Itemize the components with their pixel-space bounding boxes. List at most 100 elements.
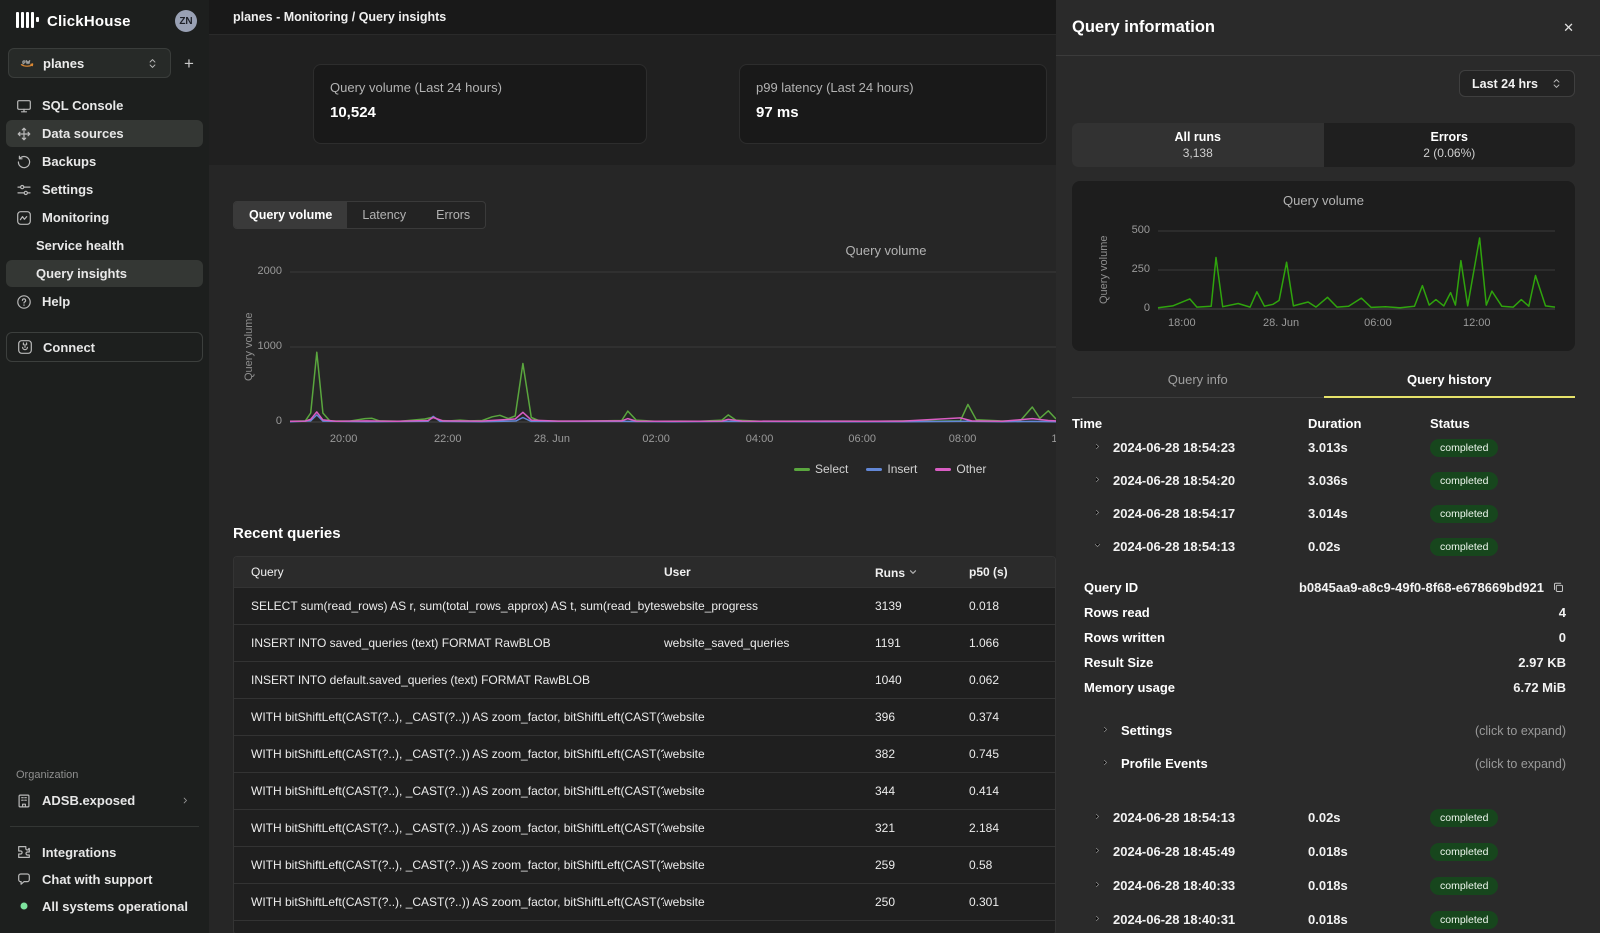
runs-cell: 250 <box>875 895 896 909</box>
sidebar-item-data-sources[interactable]: Data sources <box>6 120 203 147</box>
workspace-selector[interactable]: planes <box>8 48 171 78</box>
expand-hint: (click to expand) <box>1474 723 1566 738</box>
chevron-right-icon[interactable] <box>1092 473 1103 488</box>
history-row[interactable]: 2024-06-28 18:54:13 0.02s completed <box>1056 800 1600 834</box>
status-dot-icon <box>16 898 32 914</box>
add-service-button[interactable]: + <box>177 50 201 76</box>
expandable-profile-events[interactable]: Profile Events (click to expand) <box>1056 747 1600 780</box>
history-row[interactable]: 2024-06-28 18:54:23 3.013s completed <box>1056 431 1600 464</box>
sidebar-item-help[interactable]: Help <box>6 288 203 315</box>
history-table-header: Time Duration Status <box>1056 416 1600 431</box>
segment-all-runs[interactable]: All runs 3,138 <box>1072 123 1324 167</box>
column-header-p50-s[interactable]: p50 (s) <box>969 565 1055 579</box>
column-header-runs[interactable]: Runs <box>875 564 969 580</box>
table-row[interactable]: INSERT INTO default.saved_queries (text)… <box>234 661 1055 698</box>
legend-label: Other <box>956 462 987 476</box>
table-row[interactable]: WITH bitShiftLeft(CAST(?..), _CAST(?..))… <box>234 846 1055 883</box>
chevron-down-icon[interactable] <box>1092 539 1103 554</box>
history-status: completed <box>1430 504 1600 523</box>
tab-query-history[interactable]: Query history <box>1323 367 1576 398</box>
expandable-label: Profile Events <box>1121 756 1208 771</box>
legend-item-select[interactable]: Select <box>794 462 848 476</box>
column-header-query[interactable]: Query <box>234 565 664 579</box>
stats-strip: Query volume (Last 24 hours) 10,524 p99 la… <box>209 35 1056 165</box>
chevron-right-icon[interactable] <box>1092 506 1103 521</box>
p50-cell: 1.066 <box>969 636 1000 650</box>
history-time: 2024-06-28 18:45:49 <box>1072 844 1308 859</box>
table-row[interactable]: WITH bitShiftLeft(CAST(?..), _CAST(?..))… <box>234 772 1055 809</box>
chart-title: Query volume <box>1283 193 1364 208</box>
legend-item-insert[interactable]: Insert <box>866 462 917 476</box>
table-row[interactable]: WITH bitShiftLeft(CAST(?..), _CAST(?..))… <box>234 735 1055 772</box>
column-header-user[interactable]: User <box>664 565 875 579</box>
stat-card-p99-latency-last-24-hours: p99 latency (Last 24 hours) 97 ms <box>739 64 1047 144</box>
chevron-right-icon[interactable] <box>1092 810 1103 825</box>
query-information-panel: Query information ✕ Last 24 hrs All runs… <box>1056 0 1600 933</box>
detail-label: Query ID <box>1084 580 1139 595</box>
stats-cards: Query volume (Last 24 hours) 10,524 p99 la… <box>209 35 1056 144</box>
sidebar-item-query-insights[interactable]: Query insights <box>6 260 203 287</box>
backups-icon <box>16 154 32 170</box>
history-row[interactable]: 2024-06-28 18:54:20 3.036s completed <box>1056 464 1600 497</box>
history-column-time: Time <box>1072 416 1103 431</box>
sidebar-item-integrations[interactable]: Integrations <box>6 839 203 865</box>
detail-label: Result Size <box>1084 655 1154 670</box>
user-cell: website <box>664 821 705 835</box>
p50-cell: 0.414 <box>969 784 1000 798</box>
chevron-right-icon[interactable] <box>1092 878 1103 893</box>
history-row[interactable]: 2024-06-28 18:54:13 0.02s completed <box>1056 530 1600 563</box>
tab-query-info[interactable]: Query info <box>1167 372 1228 387</box>
table-row[interactable]: WITH bitShiftLeft(CAST(?..), _CAST(?..))… <box>234 809 1055 846</box>
table-row[interactable]: WITH bitShiftLeft(CAST(?..), _CAST(?..))… <box>234 883 1055 920</box>
sidebar-item-sql-console[interactable]: SQL Console <box>6 92 203 119</box>
sidebar-item-monitoring[interactable]: Monitoring <box>6 204 203 231</box>
user-cell: website <box>664 747 705 761</box>
x-axis-tick: 28. Jun <box>1263 317 1300 329</box>
chevron-right-icon[interactable] <box>1092 912 1103 927</box>
expandable-settings[interactable]: Settings (click to expand) <box>1056 714 1600 747</box>
sidebar-item-settings[interactable]: Settings <box>6 176 203 203</box>
copy-icon[interactable] <box>1550 580 1566 596</box>
mini-query-volume-chart: Query volume Query volume 0 250 500 18:00 28… <box>1072 181 1575 351</box>
mini-chart-card: Query volume Query volume 0 250 500 18:00 28… <box>1072 181 1575 351</box>
table-row[interactable]: WITH bitShiftLeft(CAST(?..), _CAST(?..))… <box>234 698 1055 735</box>
sidebar-item-service-health[interactable]: Service health <box>6 232 203 259</box>
status-badge: completed <box>1430 439 1499 457</box>
table-row[interactable]: SELECT sum(read_rows) AS r, sum(total_ro… <box>234 587 1055 624</box>
history-row[interactable]: 2024-06-28 18:40:33 0.018s completed <box>1056 868 1600 902</box>
history-status: completed <box>1430 876 1600 895</box>
query-cell: WITH bitShiftLeft(CAST(?..), _CAST(?..))… <box>251 784 664 798</box>
chart-tabs: Query volume Latency Errors <box>233 201 487 229</box>
sidebar-item-chat-with-support[interactable]: Chat with support <box>6 866 203 892</box>
tab-latency[interactable]: Latency <box>347 202 421 228</box>
sidebar-item-backups[interactable]: Backups <box>6 148 203 175</box>
sidebar-item-label: Chat with support <box>42 871 153 887</box>
status-badge: completed <box>1430 538 1499 556</box>
legend-item-other[interactable]: Other <box>935 462 986 476</box>
history-column-status: Status <box>1430 416 1470 431</box>
segment-errors[interactable]: Errors 2 (0.06%) <box>1324 123 1576 167</box>
history-row[interactable]: 2024-06-28 18:45:49 0.018s completed <box>1056 834 1600 868</box>
user-cell: website_saved_queries <box>664 636 790 650</box>
chevron-right-icon[interactable] <box>1092 844 1103 859</box>
chevron-right-icon[interactable] <box>1092 440 1103 455</box>
history-row[interactable]: 2024-06-28 18:40:31 0.018s completed <box>1056 902 1600 933</box>
close-icon[interactable]: ✕ <box>1563 19 1574 35</box>
history-time: 2024-06-28 18:54:17 <box>1072 506 1308 521</box>
expandable-label: Settings <box>1121 723 1173 738</box>
history-timestamp: 2024-06-28 18:54:17 <box>1113 506 1236 521</box>
tab-errors[interactable]: Errors <box>421 202 485 228</box>
history-duration: 3.013s <box>1308 440 1348 455</box>
table-row[interactable]: INSERT INTO saved_queries (text) FORMAT … <box>234 624 1055 661</box>
user-avatar[interactable]: ZN <box>175 10 197 32</box>
connect-button[interactable]: Connect <box>6 332 203 362</box>
tab-query-volume[interactable]: Query volume <box>234 202 348 228</box>
user-cell: website <box>664 784 705 798</box>
history-row[interactable]: 2024-06-28 18:54:17 3.014s completed <box>1056 497 1600 530</box>
time-range-dropdown[interactable]: Last 24 hrs <box>1458 70 1575 97</box>
x-axis-tick: 28. Jun <box>533 433 571 445</box>
sidebar-item-organization[interactable]: ADSB.exposed <box>6 787 203 814</box>
status-badge: completed <box>1430 472 1499 490</box>
range-row: Last 24 hrs <box>1056 56 1600 97</box>
sidebar-item-all-systems-operational[interactable]: All systems operational <box>6 893 203 919</box>
